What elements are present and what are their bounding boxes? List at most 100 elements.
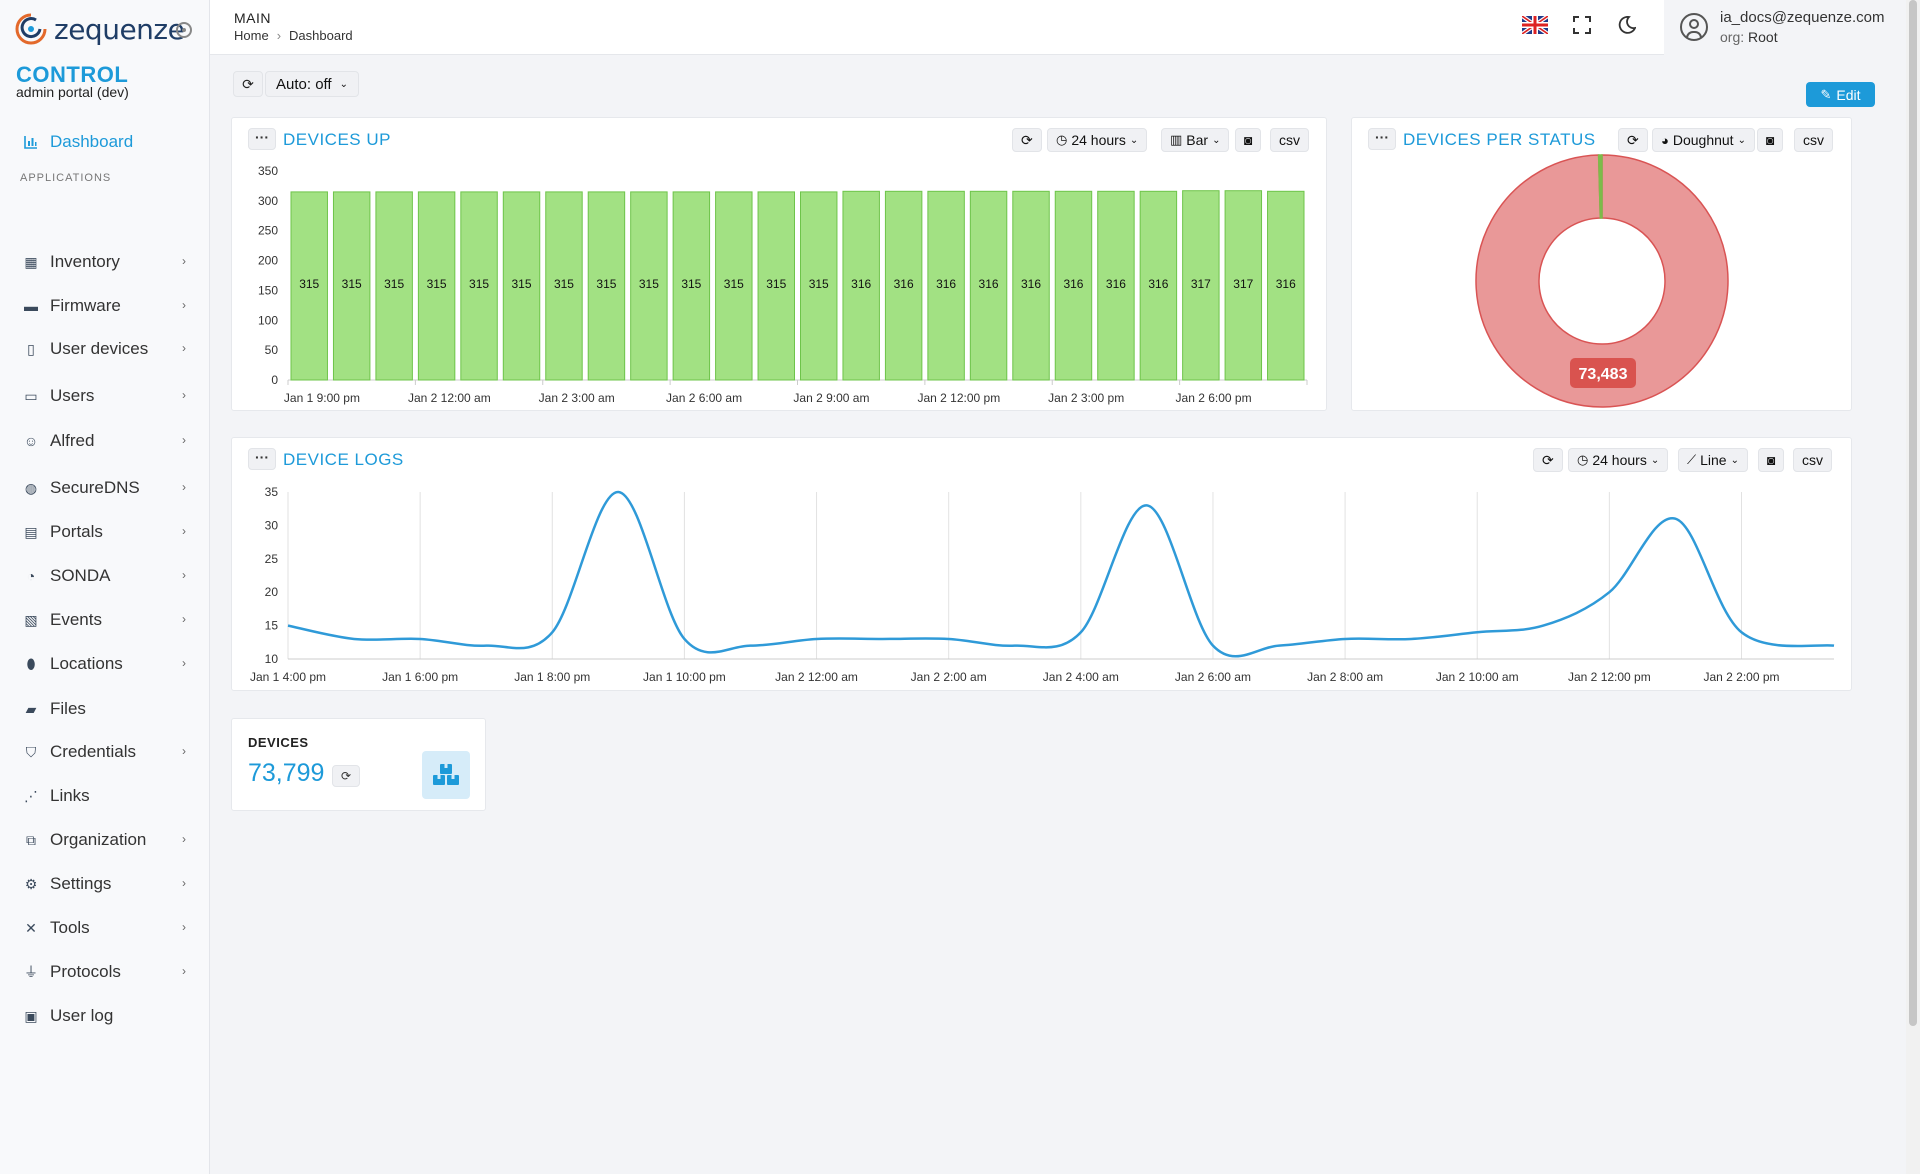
widget-menu-button[interactable]: ··· — [1368, 128, 1396, 150]
devices-per-status-title: DEVICES PER STATUS — [1403, 130, 1596, 149]
sidebar-item-files[interactable]: ▰ Files — [0, 689, 210, 729]
sidebar-toggle-icon[interactable] — [176, 22, 192, 38]
bar[interactable] — [1097, 190, 1135, 381]
sidebar-item-protocols[interactable]: ⏚ Protocols › — [0, 952, 210, 992]
devices-up-refresh-button[interactable]: ⟳ — [1012, 128, 1042, 152]
x-tick-label: Jan 2 12:00 pm — [917, 391, 1000, 405]
bar[interactable] — [332, 191, 371, 381]
csv-label: csv — [1802, 452, 1823, 468]
sidebar-item-users[interactable]: ▭ Users › — [0, 376, 210, 416]
sidebar-item-securedns[interactable]: ◍ SecureDNS › — [0, 468, 210, 508]
widget-menu-button[interactable]: ··· — [248, 448, 276, 470]
x-tick-label: Jan 1 8:00 pm — [514, 670, 590, 684]
bar[interactable] — [290, 191, 328, 381]
bar[interactable] — [1012, 190, 1050, 381]
bar[interactable] — [417, 191, 456, 381]
refresh-icon: ⟳ — [1542, 451, 1554, 468]
devices-per-status-csv-button[interactable]: csv — [1794, 128, 1833, 152]
devices-per-status-refresh-button[interactable]: ⟳ — [1618, 128, 1648, 152]
breadcrumb-home[interactable]: Home — [234, 28, 269, 43]
sidebar-item-alfred[interactable]: ☺ Alfred › — [0, 421, 210, 461]
auto-refresh-label: Auto: off — [276, 75, 332, 93]
sidebar-item-dashboard[interactable]: Dashboard — [0, 122, 210, 162]
sidebar-item-label: Protocols — [50, 962, 121, 981]
bar[interactable] — [757, 191, 796, 381]
refresh-all-button[interactable]: ⟳ — [233, 71, 263, 97]
bar[interactable] — [1182, 190, 1220, 381]
bar[interactable] — [1139, 190, 1178, 381]
sidebar-item-label: Tools — [50, 918, 90, 937]
bar[interactable] — [800, 191, 838, 381]
devices-up-csv-button[interactable]: csv — [1270, 128, 1309, 152]
sidebar-item-portals[interactable]: ▤ Portals › — [0, 512, 210, 552]
doughnut-label-bg — [1570, 358, 1636, 388]
x-tick-label: Jan 2 6:00 pm — [1176, 391, 1252, 405]
y-tick-label: 35 — [265, 485, 279, 499]
x-tick-label: Jan 1 10:00 pm — [643, 670, 726, 684]
chevron-right-icon: › — [182, 656, 186, 670]
sidebar-item-events[interactable]: ▧ Events › — [0, 600, 210, 640]
bar[interactable] — [715, 191, 753, 381]
sidebar-item-locations[interactable]: ⬮ Locations › — [0, 644, 210, 684]
device-logs-refresh-button[interactable]: ⟳ — [1533, 448, 1563, 472]
widget-menu-button[interactable]: ··· — [248, 128, 276, 150]
devices-per-status-type-dropdown[interactable]: ◕ Doughnut ⌄ — [1652, 128, 1755, 152]
doughnut-slice[interactable] — [1597, 154, 1603, 219]
devices-up-snapshot-button[interactable]: ◙ — [1235, 128, 1262, 152]
device-logs-series-line[interactable] — [287, 490, 1835, 658]
logo[interactable]: zequenze — [14, 12, 185, 46]
device-logs-csv-button[interactable]: csv — [1793, 448, 1832, 472]
bar-data-label: 315 — [766, 277, 786, 291]
x-tick-label: Jan 2 3:00 pm — [1048, 391, 1124, 405]
devices-up-type-dropdown[interactable]: ▥ Bar ⌄ — [1161, 128, 1230, 152]
chevron-down-icon: ⌄ — [1212, 134, 1221, 146]
bar[interactable] — [884, 190, 923, 381]
sidebar-item-credentials[interactable]: ⛉ Credentials › — [0, 732, 210, 772]
devices-kpi-refresh-button[interactable]: ⟳ — [332, 765, 360, 787]
device-logs-type-dropdown[interactable]: ⟋ Line ⌄ — [1678, 448, 1748, 472]
bar-data-label: 315 — [724, 277, 744, 291]
sidebar-item-links[interactable]: ⋰ Links — [0, 776, 210, 816]
page-scrollbar[interactable] — [1906, 0, 1920, 1174]
user-menu[interactable]: ia_docs@zequenze.com org: Root — [1664, 0, 1920, 55]
csv-label: csv — [1279, 132, 1300, 148]
bar[interactable] — [630, 191, 668, 381]
chevron-down-icon: ⌄ — [1730, 454, 1739, 466]
language-flag-icon[interactable] — [1522, 16, 1548, 34]
bar[interactable] — [969, 190, 1008, 381]
sidebar-item-user-log[interactable]: ▣ User log — [0, 996, 210, 1036]
x-tick-label: Jan 2 3:00 am — [539, 391, 615, 405]
bar[interactable] — [545, 191, 583, 381]
window-icon: ▤ — [24, 523, 38, 540]
devices-kpi-title: DEVICES — [248, 735, 309, 750]
sidebar-item-firmware[interactable]: ▬ Firmware › — [0, 286, 210, 326]
bar[interactable] — [502, 191, 541, 381]
bar[interactable] — [842, 190, 880, 381]
doughnut-slice[interactable] — [1475, 154, 1729, 408]
bar[interactable] — [1224, 190, 1263, 381]
sidebar-item-sonda[interactable]: ◔ SONDA › — [0, 556, 210, 596]
devices-per-status-snapshot-button[interactable]: ◙ — [1757, 128, 1784, 152]
bar[interactable] — [375, 191, 413, 381]
sidebar-item-user-devices[interactable]: ▯ User devices › — [0, 329, 210, 369]
fullscreen-icon[interactable] — [1573, 16, 1591, 34]
sidebar-item-tools[interactable]: ✕ Tools › — [0, 908, 210, 948]
chart-bar-icon — [22, 133, 40, 151]
dark-mode-moon-icon[interactable] — [1618, 16, 1636, 34]
devices-up-range-dropdown[interactable]: ◷ 24 hours ⌄ — [1047, 128, 1148, 152]
bar[interactable] — [672, 191, 711, 381]
auto-refresh-dropdown[interactable]: Auto: off ⌄ — [265, 71, 359, 97]
sidebar-item-settings[interactable]: ⚙ Settings › — [0, 864, 210, 904]
device-logs-snapshot-button[interactable]: ◙ — [1758, 448, 1785, 472]
edit-dashboard-button[interactable]: ✎ Edit — [1806, 82, 1875, 107]
bar[interactable] — [587, 191, 626, 381]
bar[interactable] — [1054, 190, 1093, 381]
sidebar-item-organization[interactable]: ⧉ Organization › — [0, 820, 210, 860]
sidebar-item-inventory[interactable]: ▦ Inventory › — [0, 242, 210, 282]
bar[interactable] — [927, 190, 965, 381]
bar[interactable] — [460, 191, 498, 381]
bar[interactable] — [1267, 190, 1305, 381]
scrollbar-thumb[interactable] — [1909, 0, 1917, 1026]
device-logs-range-dropdown[interactable]: ◷ 24 hours ⌄ — [1568, 448, 1669, 472]
device-logs-card: ··· DEVICE LOGS ⟳ ◷ 24 hours ⌄ ⟋ Line ⌄ ◙ cs… — [231, 437, 1852, 691]
